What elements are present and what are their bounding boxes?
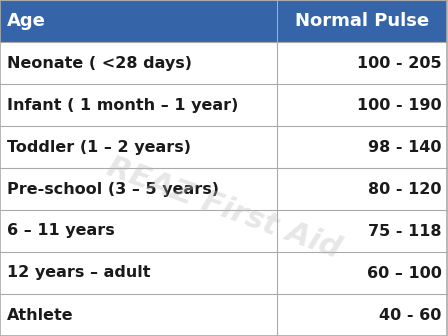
Text: 80 - 120: 80 - 120 xyxy=(368,181,442,197)
Text: REAZ First Aid: REAZ First Aid xyxy=(103,153,344,264)
Bar xyxy=(0,126,447,168)
Bar xyxy=(0,252,447,294)
Text: 100 - 205: 100 - 205 xyxy=(357,55,442,71)
Text: Infant ( 1 month – 1 year): Infant ( 1 month – 1 year) xyxy=(7,97,238,113)
Bar xyxy=(0,42,447,84)
Text: 60 – 100: 60 – 100 xyxy=(366,265,442,281)
Text: Pre-school (3 – 5 years): Pre-school (3 – 5 years) xyxy=(7,181,219,197)
Text: 12 years – adult: 12 years – adult xyxy=(7,265,150,281)
Text: 75 - 118: 75 - 118 xyxy=(368,223,442,239)
Text: Athlete: Athlete xyxy=(7,307,73,323)
Text: 98 - 140: 98 - 140 xyxy=(368,139,442,155)
Text: Neonate ( <28 days): Neonate ( <28 days) xyxy=(7,55,192,71)
Text: Toddler (1 – 2 years): Toddler (1 – 2 years) xyxy=(7,139,191,155)
Text: Age: Age xyxy=(7,12,46,30)
Text: 40 - 60: 40 - 60 xyxy=(379,307,442,323)
Text: 100 - 190: 100 - 190 xyxy=(357,97,442,113)
Text: 6 – 11 years: 6 – 11 years xyxy=(7,223,114,239)
Text: Normal Pulse: Normal Pulse xyxy=(295,12,429,30)
Bar xyxy=(0,168,447,210)
Bar xyxy=(0,0,447,42)
Bar xyxy=(0,294,447,336)
Bar xyxy=(0,210,447,252)
Bar xyxy=(0,84,447,126)
